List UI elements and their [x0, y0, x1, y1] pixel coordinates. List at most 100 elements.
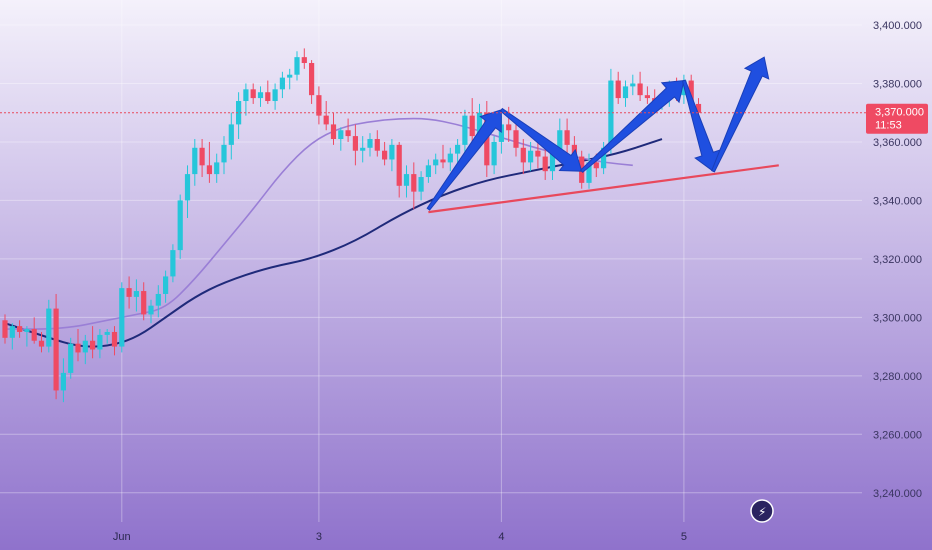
- projection-arrow-3[interactable]: [580, 79, 685, 173]
- projection-arrow-1[interactable]: [426, 109, 502, 211]
- candle-up[interactable]: [163, 276, 169, 294]
- lightning-icon: ⚡: [758, 505, 766, 519]
- candle-up[interactable]: [272, 89, 278, 102]
- candle-up[interactable]: [243, 89, 249, 102]
- candle-down[interactable]: [316, 95, 322, 116]
- candle-up[interactable]: [192, 147, 198, 175]
- candle-up[interactable]: [228, 124, 234, 145]
- candle-down[interactable]: [199, 147, 205, 166]
- candle-up[interactable]: [155, 293, 161, 306]
- candle-down[interactable]: [75, 343, 81, 353]
- candle-down[interactable]: [265, 92, 271, 102]
- candle-up[interactable]: [403, 174, 410, 186]
- candle-down[interactable]: [206, 165, 212, 175]
- candle-up[interactable]: [257, 92, 264, 99]
- candle-up[interactable]: [389, 144, 395, 160]
- candle-down[interactable]: [309, 63, 315, 96]
- candle-down[interactable]: [688, 80, 694, 104]
- candle-down[interactable]: [38, 340, 45, 347]
- candle-up[interactable]: [447, 153, 453, 163]
- support-trendline[interactable]: [428, 164, 779, 214]
- candle-down[interactable]: [535, 150, 541, 157]
- candle-up[interactable]: [498, 124, 504, 142]
- y-tick-label: 3,260.000: [873, 429, 922, 441]
- candle-up[interactable]: [60, 372, 66, 391]
- candle-up[interactable]: [221, 144, 227, 163]
- candle-down[interactable]: [53, 308, 59, 391]
- candle-up[interactable]: [455, 144, 461, 154]
- candle-up[interactable]: [97, 334, 103, 350]
- projection-arrow-5[interactable]: [711, 56, 770, 173]
- candle-up[interactable]: [528, 150, 534, 163]
- candle-down[interactable]: [513, 130, 519, 148]
- candle-down[interactable]: [90, 340, 96, 350]
- candle-up[interactable]: [418, 177, 424, 192]
- candle-up[interactable]: [425, 165, 431, 178]
- candle-down[interactable]: [31, 329, 37, 341]
- candle-up[interactable]: [433, 159, 439, 166]
- candle-up[interactable]: [170, 250, 176, 277]
- candle-down[interactable]: [644, 95, 650, 99]
- candle-up[interactable]: [622, 86, 629, 99]
- candle-down[interactable]: [506, 124, 512, 131]
- candle-down[interactable]: [141, 291, 147, 315]
- candle-up[interactable]: [608, 80, 614, 148]
- candle-up[interactable]: [133, 291, 139, 297]
- candle-up[interactable]: [491, 141, 497, 166]
- candle-down[interactable]: [637, 83, 643, 96]
- candle-down[interactable]: [323, 115, 329, 125]
- candle-up[interactable]: [294, 57, 300, 75]
- candle-down[interactable]: [564, 130, 570, 145]
- candle-down[interactable]: [593, 162, 599, 169]
- candle-up[interactable]: [184, 174, 191, 201]
- candle-up[interactable]: [462, 115, 468, 145]
- candle-up[interactable]: [287, 74, 293, 78]
- candle-up[interactable]: [586, 162, 592, 183]
- candle-down[interactable]: [330, 124, 337, 140]
- candle-up[interactable]: [68, 343, 74, 373]
- candle-up[interactable]: [119, 288, 125, 347]
- candle-up[interactable]: [360, 147, 366, 151]
- projection-arrow-2[interactable]: [499, 107, 583, 172]
- candle-up[interactable]: [630, 83, 636, 87]
- candle-up[interactable]: [46, 308, 52, 347]
- current-price-tag[interactable]: 3,370.000 11:53: [866, 103, 928, 134]
- candle-down[interactable]: [411, 174, 417, 192]
- candle-down[interactable]: [374, 139, 380, 151]
- candle-up[interactable]: [177, 200, 183, 251]
- candle-up[interactable]: [279, 77, 285, 90]
- candle-down[interactable]: [111, 331, 118, 347]
- candle-up[interactable]: [24, 329, 30, 332]
- candle-up[interactable]: [367, 139, 373, 148]
- candle-up[interactable]: [549, 153, 556, 172]
- candle-down[interactable]: [396, 144, 402, 186]
- candle-up[interactable]: [214, 162, 220, 175]
- candle-down[interactable]: [469, 115, 475, 137]
- candle-down[interactable]: [345, 130, 351, 137]
- candle-up[interactable]: [236, 101, 242, 125]
- candle-down[interactable]: [2, 320, 8, 338]
- candle-down[interactable]: [352, 136, 358, 151]
- candle-up[interactable]: [601, 147, 607, 169]
- candle-down[interactable]: [301, 57, 307, 64]
- candle-up[interactable]: [476, 112, 483, 137]
- y-tick-label: 3,400.000: [873, 20, 922, 32]
- candle-down[interactable]: [440, 159, 446, 163]
- candle-up[interactable]: [104, 331, 110, 335]
- candle-down[interactable]: [126, 288, 132, 297]
- candle-down[interactable]: [250, 89, 256, 99]
- candle-up[interactable]: [338, 130, 344, 140]
- candle-up[interactable]: [148, 305, 154, 315]
- candle-down[interactable]: [615, 80, 621, 99]
- candle-down[interactable]: [520, 147, 526, 163]
- candle-up[interactable]: [557, 130, 563, 154]
- candle-up[interactable]: [9, 326, 15, 338]
- candle-down[interactable]: [382, 150, 388, 160]
- candle-down[interactable]: [17, 326, 23, 332]
- candle-up[interactable]: [82, 340, 88, 353]
- replay-button[interactable]: ⚡: [750, 499, 774, 523]
- candle-down[interactable]: [695, 103, 702, 113]
- candle-down[interactable]: [542, 156, 548, 172]
